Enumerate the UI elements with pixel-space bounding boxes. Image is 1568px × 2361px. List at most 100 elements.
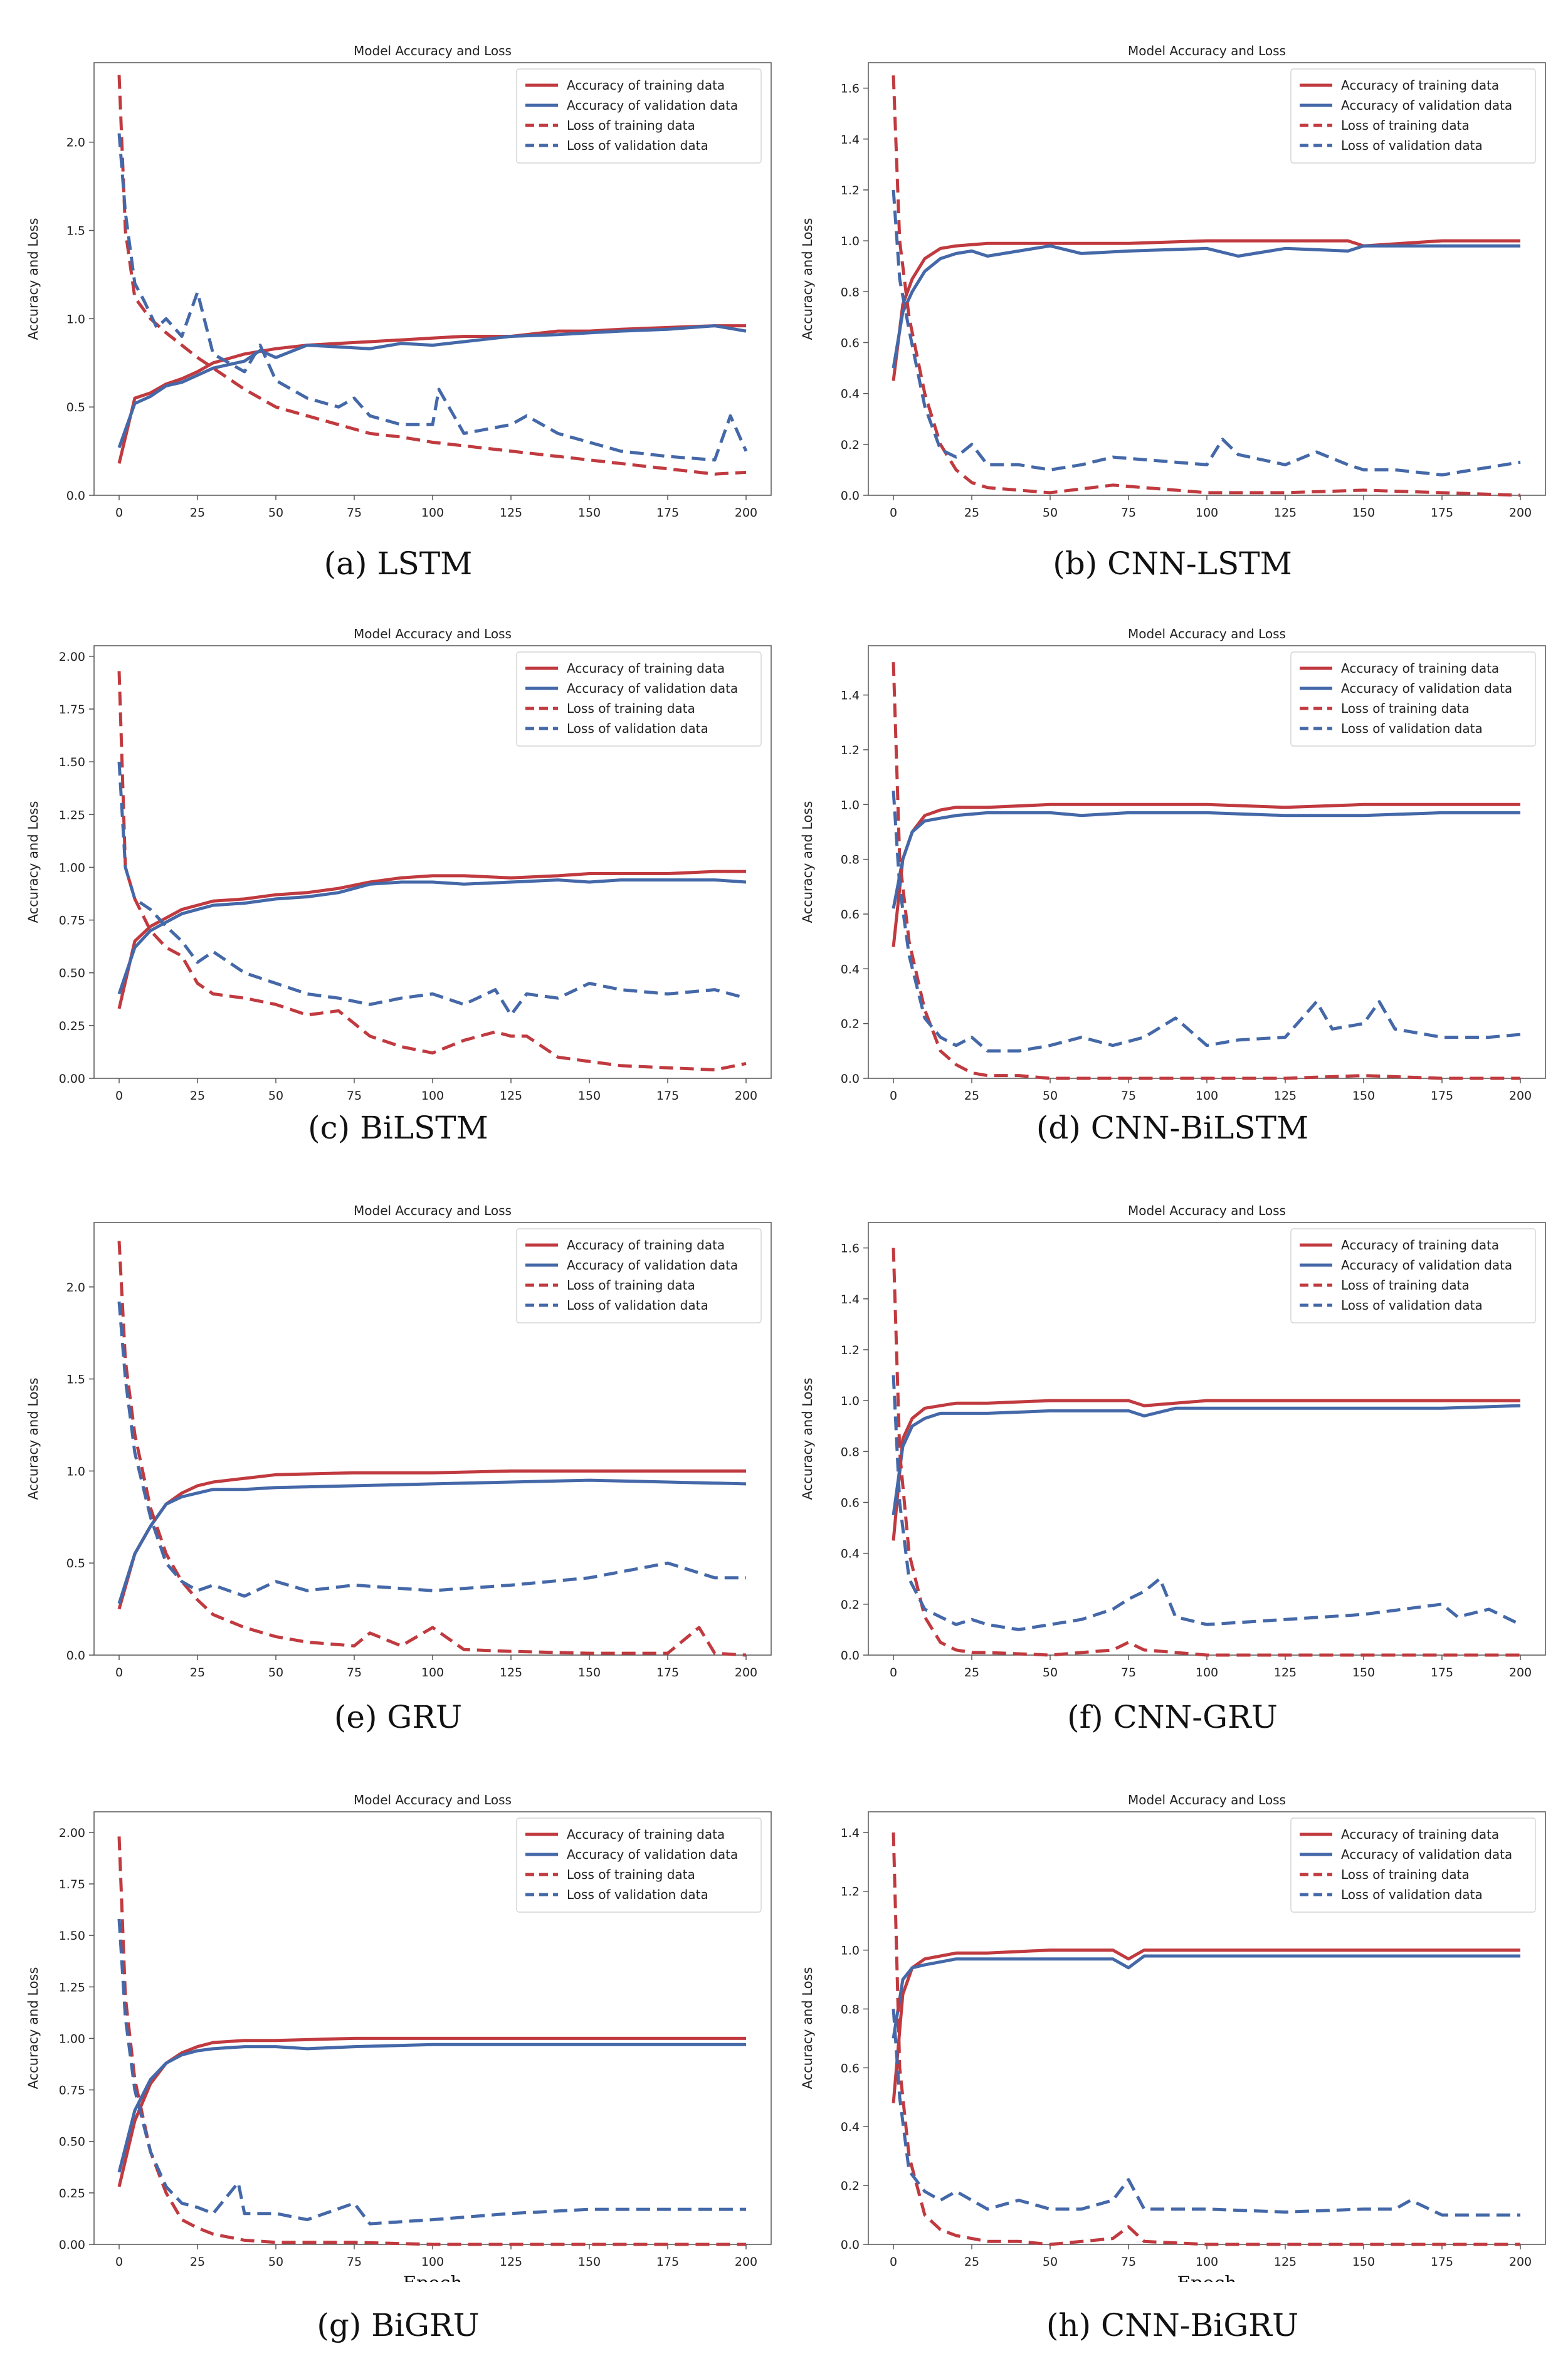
y-tick-label: 0.4	[841, 387, 860, 401]
chart-caption: (f) CNN-GRU	[1067, 1699, 1278, 1735]
y-tick-label: 0.75	[59, 914, 85, 928]
x-tick-label: 200	[735, 2255, 757, 2269]
y-tick-label: 0.0	[841, 2238, 860, 2252]
y-tick-label: 1.4	[841, 1293, 860, 1307]
series-line-4	[117, 1918, 746, 2226]
x-tick-label: 75	[1121, 2255, 1136, 2269]
legend-label-4: Loss of validation data	[567, 721, 708, 736]
x-tick-label: 75	[347, 506, 362, 520]
chart-caption: (c) BiLSTM	[308, 1110, 488, 1146]
x-tick-label: 175	[656, 1089, 679, 1103]
series-line-4	[117, 133, 748, 462]
x-tick-label: 200	[735, 1089, 757, 1103]
chart-title: Model Accuracy and Loss	[1128, 43, 1286, 58]
series-line-2	[892, 1954, 1520, 2039]
y-axis-label: Accuracy and Loss	[26, 801, 41, 923]
x-tick-label: 100	[421, 1666, 444, 1680]
x-tick-label: 75	[1121, 1666, 1136, 1680]
x-tick-label: 150	[1352, 2255, 1375, 2269]
x-tick-label: 175	[656, 1666, 679, 1680]
x-tick-label: 75	[1121, 506, 1136, 520]
x-tick-label: 150	[1352, 506, 1375, 520]
x-tick-label: 200	[1509, 2255, 1532, 2269]
legend-label-2: Accuracy of validation data	[567, 98, 738, 113]
chart-title: Model Accuracy and Loss	[354, 1792, 512, 1807]
chart-title: Model Accuracy and Loss	[354, 1203, 512, 1218]
y-tick-label: 1.2	[841, 1885, 860, 1899]
y-tick-label: 1.25	[59, 808, 85, 822]
y-tick-label: 1.2	[841, 184, 860, 197]
legend-box	[516, 1228, 762, 1323]
x-tick-label: 100	[1196, 506, 1218, 520]
y-tick-label: 1.0	[841, 798, 860, 812]
y-tick-label: 0.6	[841, 908, 860, 922]
legend-label-4: Loss of validation data	[1341, 1298, 1483, 1313]
x-tick-label: 25	[190, 1666, 205, 1680]
y-tick-label: 2.0	[66, 1281, 85, 1295]
x-tick-label: 0	[115, 506, 123, 520]
x-tick-label: 25	[964, 1666, 979, 1680]
legend-label-3: Loss of training data	[1341, 1278, 1470, 1293]
y-tick-label: 0.0	[841, 1072, 860, 1086]
x-tick-label: 50	[1043, 1089, 1058, 1103]
y-tick-label: 0.4	[841, 2120, 860, 2134]
series-line-1	[892, 239, 1520, 381]
x-tick-label: 125	[1274, 2255, 1297, 2269]
series-line-2	[117, 324, 747, 448]
y-tick-label: 0.50	[59, 2135, 85, 2149]
series-line-4	[892, 791, 1521, 1053]
x-tick-label: 75	[347, 1089, 362, 1103]
chart-panel-g: Model Accuracy and Loss 0 25 50 75 100 125 150 1…	[13, 1768, 784, 2343]
y-tick-label: 0.5	[66, 1557, 85, 1570]
series-line-3	[892, 75, 1521, 497]
y-tick-label: 0.2	[841, 438, 860, 452]
x-axis-label: Epoch	[403, 2273, 462, 2282]
y-tick-label: 0.00	[59, 1072, 85, 1086]
series-line-1	[892, 1948, 1520, 2103]
legend-label-1: Accuracy of training data	[1341, 78, 1499, 93]
y-tick-label: 1.6	[841, 82, 860, 96]
x-tick-label: 0	[890, 1089, 897, 1103]
y-tick-label: 1.50	[59, 1929, 85, 1943]
legend-box	[516, 651, 762, 747]
x-tick-label: 25	[190, 2255, 205, 2269]
chart-caption: (b) CNN-LSTM	[1053, 545, 1292, 582]
series-line-2	[892, 244, 1520, 369]
y-axis-label: Accuracy and Loss	[26, 1378, 41, 1500]
series-line-3	[892, 662, 1520, 1080]
x-tick-label: 200	[1509, 506, 1532, 520]
legend-label-3: Loss of training data	[567, 701, 695, 716]
y-tick-label: 1.4	[841, 1826, 860, 1840]
legend-label-1: Accuracy of training data	[567, 78, 725, 93]
legend-label-1: Accuracy of training data	[1341, 1238, 1499, 1253]
x-tick-label: 175	[1431, 1089, 1453, 1103]
x-tick-label: 175	[1431, 1666, 1453, 1680]
y-tick-label: 0.4	[841, 962, 860, 976]
x-tick-label: 25	[964, 1089, 979, 1103]
legend-label-1: Accuracy of training data	[1341, 661, 1499, 676]
x-tick-label: 100	[421, 1089, 444, 1103]
chart-panel-a: Model Accuracy and Loss 0 25 50 75 100 125 150 1…	[13, 19, 784, 582]
legend-label-4: Loss of validation data	[1341, 138, 1483, 153]
y-tick-label: 1.5	[66, 224, 85, 238]
chart-panel-f: Model Accuracy and Loss 0 25 50 75 100 125 150 1…	[787, 1179, 1558, 1735]
y-tick-label: 0.0	[841, 1649, 860, 1663]
y-tick-label: 1.75	[59, 703, 85, 717]
x-tick-label: 150	[578, 1089, 601, 1103]
x-tick-label: 100	[1196, 1089, 1218, 1103]
legend-label-2: Accuracy of validation data	[567, 1258, 738, 1273]
x-tick-label: 150	[1352, 1666, 1375, 1680]
x-tick-label: 125	[500, 1666, 522, 1680]
y-tick-label: 0.25	[59, 1019, 85, 1033]
chart-panel-c: Model Accuracy and Loss 0 25 50 75 100 125 150 1…	[13, 602, 784, 1146]
series-line-1	[892, 802, 1520, 947]
series-line-1	[117, 1469, 746, 1610]
chart-caption: (h) CNN-BiGRU	[1046, 2307, 1299, 2343]
y-tick-label: 0.0	[841, 489, 860, 503]
x-tick-label: 0	[890, 1666, 897, 1680]
y-tick-label: 0.4	[841, 1547, 860, 1561]
x-tick-label: 75	[347, 1666, 362, 1680]
x-tick-label: 0	[115, 2255, 123, 2269]
legend-label-1: Accuracy of training data	[567, 661, 725, 676]
x-tick-label: 25	[190, 1089, 205, 1103]
